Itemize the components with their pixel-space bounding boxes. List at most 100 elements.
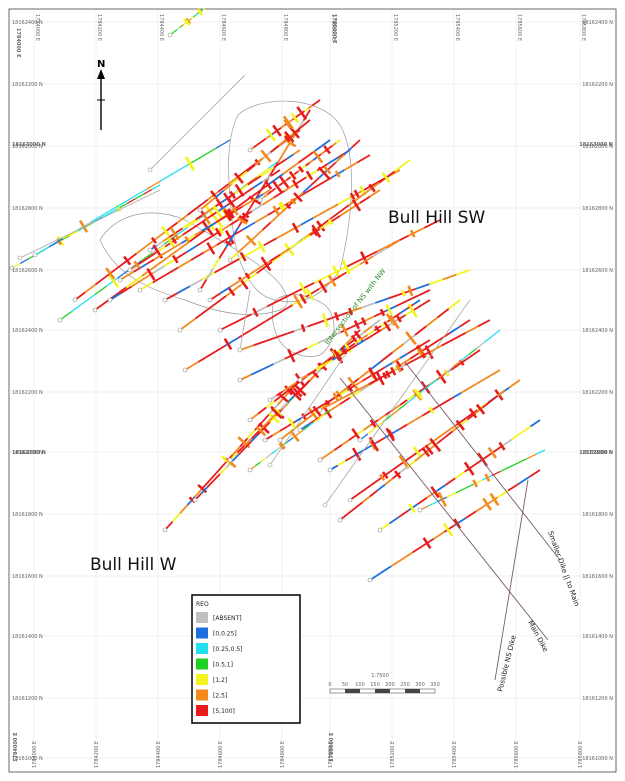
drill-interval bbox=[464, 354, 474, 361]
northing-label-left: 18162000 N bbox=[12, 450, 43, 456]
drill-interval bbox=[359, 255, 374, 266]
drill-interval bbox=[115, 260, 127, 270]
assay-marker bbox=[321, 313, 330, 328]
drill-interval bbox=[428, 500, 439, 507]
assay-marker bbox=[255, 426, 267, 437]
drill-interval bbox=[267, 206, 282, 216]
assay-marker bbox=[290, 430, 300, 443]
drill-interval bbox=[444, 430, 454, 438]
drill-interval bbox=[183, 22, 186, 26]
drill-interval bbox=[422, 339, 431, 346]
drill-interval bbox=[319, 221, 331, 230]
drill-interval bbox=[102, 212, 111, 218]
drill-interval bbox=[253, 229, 264, 239]
assay-marker bbox=[351, 447, 362, 462]
assay-marker bbox=[387, 429, 395, 439]
grey-trace bbox=[239, 289, 251, 351]
easting-label-top: 1784800 E bbox=[282, 14, 288, 41]
assay-marker bbox=[409, 229, 416, 238]
assay-marker bbox=[379, 473, 386, 481]
drill-hole bbox=[357, 329, 501, 443]
assay-marker bbox=[422, 537, 432, 549]
drill-interval bbox=[313, 274, 331, 284]
assay-marker bbox=[353, 189, 361, 199]
drill-interval bbox=[380, 565, 392, 574]
assay-marker bbox=[226, 209, 234, 219]
drill-interval bbox=[171, 512, 181, 523]
legend-swatch bbox=[196, 627, 208, 639]
drill-interval bbox=[286, 153, 294, 160]
assay-marker bbox=[312, 149, 324, 164]
scale-bar-segment bbox=[375, 689, 390, 693]
drill-interval bbox=[354, 380, 363, 387]
assay-marker bbox=[278, 442, 285, 450]
collar-marker bbox=[192, 497, 198, 503]
drill-interval bbox=[344, 455, 354, 462]
assay-marker bbox=[347, 384, 354, 392]
drill-interval bbox=[160, 172, 175, 182]
drill-interval bbox=[196, 11, 200, 15]
assay-marker bbox=[167, 237, 175, 248]
drill-interval bbox=[509, 462, 519, 468]
drill-interval bbox=[132, 188, 147, 199]
drill-interval bbox=[210, 295, 227, 309]
assay-marker bbox=[224, 240, 233, 247]
legend-swatch bbox=[196, 658, 208, 670]
drill-interval bbox=[201, 226, 210, 232]
drill-hole bbox=[237, 289, 431, 383]
drill-interval bbox=[422, 537, 435, 547]
drill-interval bbox=[334, 444, 343, 451]
drill-interval bbox=[370, 476, 383, 486]
drill-hole bbox=[197, 119, 311, 213]
drill-interval bbox=[313, 417, 320, 423]
drill-interval bbox=[177, 26, 181, 30]
assay-marker bbox=[260, 149, 272, 163]
drill-interval bbox=[135, 245, 148, 255]
assay-marker bbox=[429, 437, 442, 453]
assay-marker bbox=[374, 325, 380, 332]
assay-marker bbox=[150, 236, 158, 244]
drill-interval bbox=[290, 381, 300, 390]
collar-marker bbox=[177, 327, 183, 333]
drill-interval bbox=[311, 102, 317, 107]
drill-interval bbox=[436, 436, 446, 444]
drill-interval bbox=[298, 282, 315, 292]
assay-marker bbox=[368, 183, 376, 193]
easting-label-bottom: 1785800 E bbox=[578, 741, 584, 768]
drill-interval bbox=[266, 297, 284, 308]
drill-interval bbox=[468, 382, 478, 389]
drill-hole bbox=[182, 239, 401, 373]
drill-interval bbox=[368, 377, 382, 386]
drill-interval bbox=[508, 379, 521, 389]
drill-interval bbox=[354, 338, 362, 345]
drill-interval bbox=[435, 483, 447, 492]
drill-interval bbox=[321, 360, 330, 366]
drill-interval bbox=[194, 306, 212, 320]
easting-label-top: 1785600 E bbox=[516, 14, 522, 41]
drill-interval bbox=[189, 278, 203, 288]
drill-interval bbox=[403, 334, 416, 345]
drill-interval bbox=[215, 139, 231, 149]
collar-marker bbox=[147, 167, 153, 173]
drill-interval bbox=[152, 243, 165, 254]
drill-interval bbox=[384, 305, 397, 312]
drill-interval bbox=[375, 437, 385, 444]
drill-interval bbox=[468, 347, 478, 355]
drill-interval bbox=[184, 361, 199, 371]
drill-interval bbox=[399, 466, 409, 474]
assay-marker bbox=[442, 522, 454, 537]
scale-tick-label: 200 bbox=[385, 682, 395, 688]
drill-interval bbox=[34, 246, 50, 256]
drill-interval bbox=[270, 187, 276, 193]
collar-marker bbox=[237, 347, 243, 353]
assay-marker bbox=[349, 192, 356, 200]
assay-marker bbox=[334, 170, 341, 178]
assay-marker bbox=[381, 172, 391, 184]
assay-marker bbox=[215, 198, 224, 209]
collar-marker bbox=[267, 462, 273, 468]
drill-interval bbox=[187, 234, 196, 240]
assay-marker bbox=[407, 503, 416, 513]
drill-interval bbox=[270, 214, 280, 224]
collar-marker bbox=[197, 207, 203, 213]
drill-interval bbox=[190, 251, 205, 261]
